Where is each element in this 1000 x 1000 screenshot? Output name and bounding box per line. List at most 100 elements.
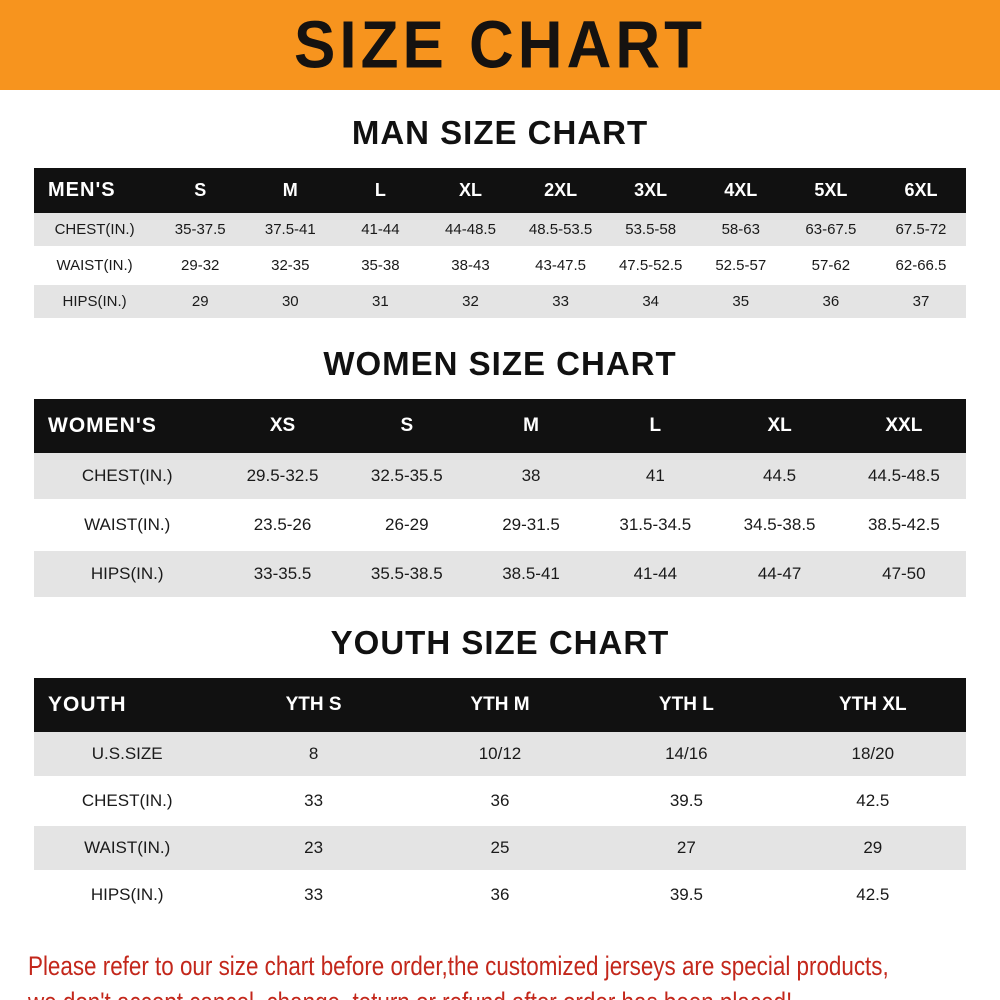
measurement-cell: 33-35.5 [220,549,345,600]
measurement-cell: 23.5-26 [220,500,345,551]
measurement-cell: 42.5 [779,871,966,920]
disclaimer-line-2: we don't accept cancel, change, teturn o… [28,984,835,1000]
men-size-column-header: XL [425,168,516,213]
women-size-column-header: M [468,399,594,453]
measurement-cell: 27 [593,824,780,873]
measurement-cell: 29-32 [155,247,246,285]
measurement-cell: 44.5-48.5 [841,453,966,502]
women-size-column-header: XXL [841,399,966,453]
table-row: WAIST(IN.) 23.5-26 26-29 29-31.5 31.5-34.5 34… [34,500,966,551]
measurement-cell: 41 [593,453,718,502]
row-label: WAIST(IN.) [34,824,221,873]
table-row: CHEST(IN.) 35-37.5 37.5-41 41-44 44-48.5 48.5… [34,213,966,249]
measurement-cell: 30 [245,283,336,321]
size-chart-banner: SIZE CHART [0,0,1000,90]
youth-size-column-header: YTH L [593,678,780,732]
women-chart-heading: WOMEN SIZE CHART [323,345,677,382]
measurement-cell: 38.5-42.5 [841,500,966,551]
men-size-column-header: 4XL [695,168,786,213]
men-chart-heading: MAN SIZE CHART [351,114,649,151]
measurement-cell: 31 [335,283,426,321]
measurement-cell: 33 [220,871,407,920]
row-label: HIPS(IN.) [34,549,221,600]
measurement-cell: 33 [220,777,407,826]
measurement-cell: 44.5 [717,453,842,502]
row-label: HIPS(IN.) [34,871,221,920]
measurement-cell: 23 [220,824,407,873]
men-header-row: MEN'S S M L XL 2XL 3XL 4XL 5XL 6XL [34,168,966,213]
measurement-cell: 37 [875,283,966,321]
women-header-row: WOMEN'S XS S M L XL XXL [34,399,966,453]
measurement-cell: 36 [785,283,876,321]
measurement-cell: 44-47 [717,549,842,600]
youth-size-column-header: YTH XL [779,678,966,732]
measurement-cell: 14/16 [593,732,780,779]
men-size-column-header: M [245,168,336,213]
disclaimer-line-1: Please refer to our size chart before or… [28,951,889,981]
section-youth: YOUTH SIZE CHART YOUTH YTH S YTH M YTH L YTH … [0,624,1000,920]
measurement-cell: 44-48.5 [425,213,516,249]
measurement-cell: 37.5-41 [245,213,336,249]
women-table-title: WOMEN'S [34,399,221,453]
measurement-cell: 32-35 [245,247,336,285]
measurement-cell: 41-44 [335,213,426,249]
women-size-column-header: XL [717,399,842,453]
women-size-column-header: XS [220,399,345,453]
measurement-cell: 38.5-41 [468,549,594,600]
table-row: WAIST(IN.) 29-32 32-35 35-38 38-43 43-47.5 47.… [34,247,966,285]
measurement-cell: 25 [406,824,594,873]
measurement-cell: 38 [468,453,594,502]
measurement-cell: 34 [605,283,696,321]
women-size-column-header: S [344,399,469,453]
measurement-cell: 26-29 [344,500,469,551]
women-size-column-header: L [593,399,718,453]
measurement-cell: 35.5-38.5 [344,549,469,600]
youth-header-row: YOUTH YTH S YTH M YTH L YTH XL [34,678,966,732]
measurement-cell: 33 [515,283,606,321]
disclaimer: Please refer to our size chart before or… [0,942,1000,1000]
row-label: CHEST(IN.) [34,453,221,502]
youth-size-column-header: YTH S [220,678,407,732]
section-women: WOMEN SIZE CHART WOMEN'S XS S M L XL XXL CHEST(I… [0,345,1000,600]
measurement-cell: 32.5-35.5 [344,453,469,502]
measurement-cell: 32 [425,283,516,321]
measurement-cell: 29 [155,283,246,321]
youth-size-column-header: YTH M [406,678,594,732]
men-size-column-header: 5XL [785,168,876,213]
women-size-table: WOMEN'S XS S M L XL XXL CHEST(IN.) 29.5-32.5 32.5… [34,399,966,600]
measurement-cell: 42.5 [779,777,966,826]
measurement-cell: 29-31.5 [468,500,594,551]
table-row: HIPS(IN.) 33 36 39.5 42.5 [34,871,966,920]
table-row: HIPS(IN.) 29 30 31 32 33 34 35 36 37 [34,283,966,321]
men-size-column-header: 3XL [605,168,696,213]
measurement-cell: 18/20 [779,732,966,779]
row-label: HIPS(IN.) [34,283,156,321]
men-size-column-header: 6XL [875,168,966,213]
table-row: CHEST(IN.) 33 36 39.5 42.5 [34,777,966,826]
measurement-cell: 35-37.5 [155,213,246,249]
measurement-cell: 57-62 [785,247,876,285]
table-row: WAIST(IN.) 23 25 27 29 [34,824,966,873]
measurement-cell: 47.5-52.5 [605,247,696,285]
measurement-cell: 43-47.5 [515,247,606,285]
table-row: U.S.SIZE 8 10/12 14/16 18/20 [34,732,966,779]
charts-container: MAN SIZE CHART MEN'S S M L XL 2XL 3XL 4XL 5XL 6XL C… [0,114,1000,920]
row-label: WAIST(IN.) [34,500,221,551]
measurement-cell: 48.5-53.5 [515,213,606,249]
table-row: CHEST(IN.) 29.5-32.5 32.5-35.5 38 41 44.5 44.5… [34,453,966,502]
youth-table-title: YOUTH [34,678,221,732]
measurement-cell: 35 [695,283,786,321]
row-label: WAIST(IN.) [34,247,156,285]
measurement-cell: 39.5 [593,777,780,826]
measurement-cell: 47-50 [841,549,966,600]
measurement-cell: 8 [220,732,407,779]
measurement-cell: 52.5-57 [695,247,786,285]
men-size-column-header: 2XL [515,168,606,213]
youth-size-table: YOUTH YTH S YTH M YTH L YTH XL U.S.SIZE 8 10/12… [34,678,966,920]
measurement-cell: 36 [406,777,594,826]
measurement-cell: 63-67.5 [785,213,876,249]
row-label: CHEST(IN.) [34,213,156,249]
youth-chart-heading: YOUTH SIZE CHART [330,624,670,661]
measurement-cell: 41-44 [593,549,718,600]
measurement-cell: 38-43 [425,247,516,285]
